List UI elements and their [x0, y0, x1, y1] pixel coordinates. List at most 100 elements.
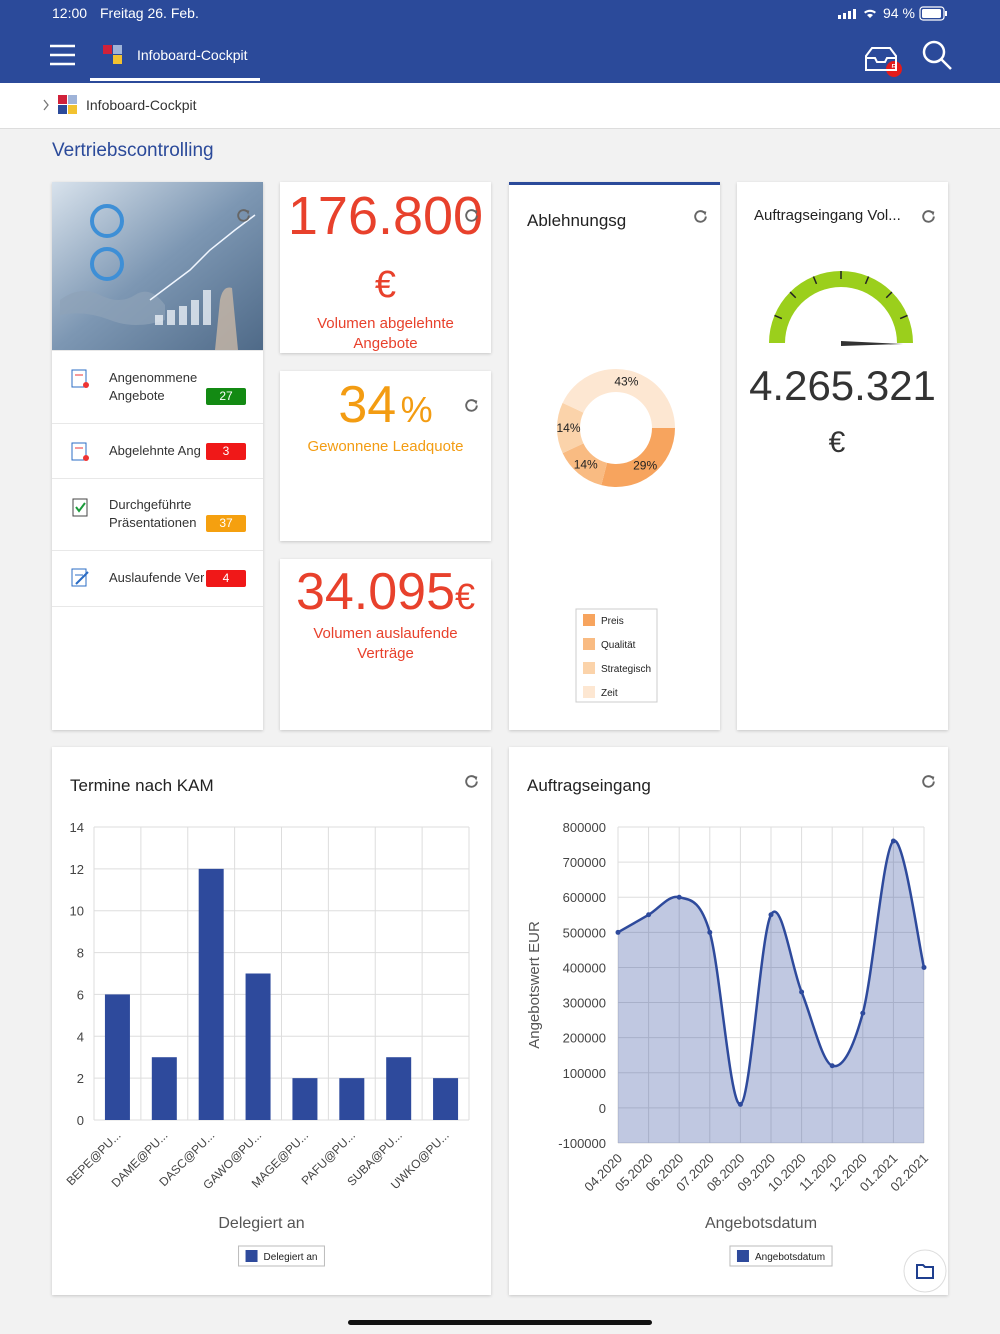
legend-label: Qualität: [601, 640, 636, 651]
area-chart-card: [509, 747, 948, 1295]
kpi-value: 34.095: [295, 563, 455, 621]
breadcrumb[interactable]: Infoboard-Cockpit: [86, 97, 197, 113]
legend-box: [729, 1245, 833, 1267]
menu-icon[interactable]: [50, 44, 75, 66]
area: [618, 840, 924, 1143]
task-item[interactable]: Angenommene Angebote 27: [52, 350, 263, 424]
task-label: Durchgeführte Präsentationen: [109, 497, 197, 530]
y-tick-label: 2: [77, 1071, 84, 1086]
gauge-needle: [841, 341, 903, 346]
legend-swatch: [583, 614, 595, 626]
gauge-tick: [789, 291, 797, 299]
bar: [386, 1057, 412, 1120]
task-item[interactable]: Abgelehnte Ang 3: [52, 423, 263, 479]
gauge-unit: €: [828, 426, 846, 459]
point: [615, 929, 621, 935]
legend-swatch: [583, 662, 595, 674]
y-tick-label: 100000: [563, 1066, 606, 1081]
y-tick-label: 300000: [563, 996, 606, 1011]
y-tick-label: 400000: [563, 960, 606, 975]
chart-title: Ablehnungsg: [527, 211, 626, 230]
task-label: Auslaufende Ver: [109, 570, 205, 585]
tile-photo: [52, 182, 263, 350]
status-icons: [838, 6, 947, 21]
y-tick-label: 10: [70, 904, 84, 919]
kpi-unit: €: [374, 264, 397, 306]
bar: [104, 994, 130, 1120]
task-label: Angenommene Angebote: [109, 370, 198, 403]
legend: Delegiert an: [238, 1245, 325, 1267]
kpi-label: Volumen auslaufende Verträge: [313, 625, 458, 662]
app-logo: [103, 45, 122, 64]
bar: [198, 868, 224, 1120]
bar: [339, 1078, 365, 1120]
x-axis-label: Delegiert an: [218, 1215, 304, 1232]
task-icons: [71, 369, 89, 587]
legend-label: Delegiert an: [264, 1252, 318, 1263]
task-count: 3: [206, 443, 246, 460]
kpi-unit: €: [455, 576, 476, 617]
gauge: [769, 271, 913, 346]
breadcrumb-chevron: [43, 99, 49, 111]
legend-swatch: [583, 638, 595, 650]
kpi-line: 34.095€: [280, 563, 491, 634]
kpi-label: Gewonnene Leadquote: [307, 438, 464, 455]
status-time: 12:00: [52, 5, 88, 21]
y-tick-label: 0: [599, 1101, 606, 1116]
kpi-label: Volumen abgelehnte Angebote: [317, 315, 454, 352]
inbox-icon[interactable]: [865, 47, 897, 71]
status-date: Freitag 26. Feb.: [100, 5, 199, 21]
y-tick-label: 500000: [563, 925, 606, 940]
line: [617, 839, 926, 1106]
gauge-tick: [864, 276, 870, 285]
y-tick-label: 800000: [563, 820, 606, 835]
task-count: 27: [206, 388, 246, 405]
donut-slice: [601, 428, 675, 487]
top-bar: 12:00 Freitag 26. Feb. 94 % Infoboard-Co…: [0, 0, 1000, 83]
y-tick-label: 4: [77, 1029, 84, 1044]
y-tick-label: 14: [70, 820, 84, 835]
bar: [292, 1078, 318, 1120]
y-tick-label: 12: [70, 862, 84, 877]
y-tick-label: 0: [77, 1113, 84, 1128]
data-label: 14%: [574, 458, 598, 472]
page-title: Vertriebscontrolling: [52, 140, 214, 161]
kpi-card: [280, 559, 491, 730]
y-tick-label: -100000: [558, 1136, 606, 1151]
task-count: 37: [206, 515, 246, 532]
legend-swatch: [245, 1250, 258, 1262]
y-tick-label: 8: [77, 946, 84, 961]
kpi-unit: %: [400, 389, 433, 430]
breadcrumb-logo: [58, 95, 77, 114]
task-item[interactable]: Auslaufende Ver 4: [52, 550, 263, 607]
task-item[interactable]: Durchgeführte Präsentationen 37: [52, 478, 263, 551]
legend-swatch: [736, 1250, 749, 1262]
fab-button[interactable]: [903, 1249, 947, 1293]
data-label: 29%: [633, 459, 657, 473]
point: [799, 989, 805, 995]
nav-tab-title[interactable]: Infoboard-Cockpit: [137, 47, 248, 63]
bar: [433, 1078, 459, 1120]
legend-swatch: [583, 686, 595, 698]
gauge-arc: [769, 271, 913, 343]
chart-title: Termine nach KAM: [70, 776, 214, 795]
point: [860, 1010, 866, 1016]
bar: [151, 1057, 177, 1120]
breadcrumb-bar: Infoboard-Cockpit: [0, 83, 1000, 129]
legend-label: Preis: [601, 616, 624, 627]
search-icon[interactable]: [922, 40, 952, 70]
point: [646, 912, 652, 918]
gauge-tick: [885, 291, 893, 299]
y-tick-label: 600000: [563, 890, 606, 905]
gauge-value: 4.265.321: [749, 362, 936, 409]
task-label: Abgelehnte Ang: [109, 443, 201, 458]
legend-label: Angebotsdatum: [755, 1252, 825, 1263]
point: [707, 929, 713, 935]
gauge-tick: [774, 314, 783, 320]
point: [676, 894, 682, 900]
home-indicator: [348, 1320, 652, 1325]
tab-underline: [90, 78, 260, 81]
y-axis-label: Angebotswert EUR: [526, 921, 543, 1049]
gauge-title: Auftragseingang Vol...: [754, 207, 901, 224]
